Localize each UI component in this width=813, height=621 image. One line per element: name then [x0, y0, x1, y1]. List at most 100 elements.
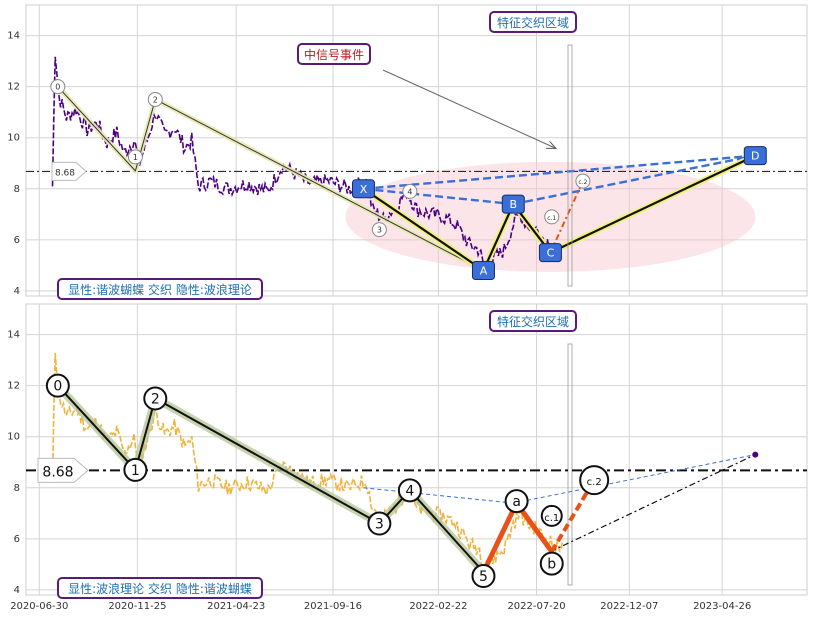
y-tick-label: 14 [7, 31, 20, 42]
harmonic-leg-XA [362, 187, 485, 272]
wave-marker [50, 79, 66, 95]
wave-point-marker [367, 511, 392, 536]
x-tick-label: 2020-11-25 [108, 601, 166, 612]
wave-point-label: 4 [405, 483, 414, 499]
y-tick-label: 10 [7, 432, 20, 443]
wave-point-label: 0 [53, 379, 62, 395]
wave-marker [147, 91, 163, 107]
y-tick-label: 10 [7, 133, 20, 144]
reference-label: 8.68 [55, 168, 75, 178]
wave-point-label: 1 [131, 463, 140, 479]
wave-point-marker [143, 386, 168, 411]
x-tick-label: 2022-12-07 [600, 601, 658, 612]
y-tick-label: 14 [7, 330, 20, 341]
top-title-box-text: 特征交织区域 [497, 15, 569, 30]
wave-point-label: c.1 [544, 513, 559, 524]
wave-marker [371, 222, 387, 238]
harmonic-point-box [538, 243, 562, 263]
harmonic-point-label: B [510, 198, 518, 211]
wave-point-marker [123, 457, 148, 482]
y-tick-label: 12 [7, 381, 20, 392]
wave-marker [575, 173, 591, 189]
wave-marker-label: c.2 [578, 179, 587, 186]
signal-bar [567, 44, 573, 287]
bottom-bottom-box [57, 577, 263, 599]
harmonic-point-label: D [751, 150, 759, 163]
y-tick-label: 12 [7, 82, 20, 93]
wave-point-label: a [512, 494, 521, 510]
y-tick-label: 8 [14, 184, 20, 195]
wave-point-label: c.2 [587, 477, 602, 488]
wave-point-label: 2 [151, 391, 160, 407]
c-projection [549, 180, 584, 254]
bottom-bottom-box-text: 显性:波浪理论 交织 隐性:谐波蝴蝶 [68, 581, 252, 596]
harmonic-point-label: C [547, 247, 555, 260]
harmonic-dashed-BD [513, 154, 756, 206]
bottom-title-box [489, 310, 577, 332]
harmonic-leg-CD [549, 154, 756, 254]
harmonic-point-label: X [360, 183, 368, 196]
wave-point-marker [539, 551, 564, 576]
harmonic-dashed-XB [363, 187, 514, 206]
wave-point-marker [471, 564, 496, 589]
x-tick-label: 2021-04-23 [207, 601, 265, 612]
wave-marker-label: 2 [153, 95, 158, 104]
x-tick-label: 2021-09-16 [304, 601, 362, 612]
x-tick-label: 2022-02-22 [409, 601, 467, 612]
signal-box [297, 43, 371, 65]
harmonic-echo-endpoint [752, 451, 759, 458]
signal-box-text: 中信号事件 [304, 47, 364, 62]
wave-marker [544, 209, 560, 225]
top-title-box [489, 11, 577, 33]
harmonic-point-box [471, 260, 495, 280]
harmonic-point-label: A [480, 264, 488, 277]
reference-tag [51, 161, 87, 181]
harmonic-point-box [501, 194, 525, 214]
harmonic-leg-AB [482, 203, 515, 271]
harmonic-echo [513, 454, 756, 504]
wave-marker [402, 183, 418, 199]
reference-tag-bottom [37, 457, 89, 483]
y-tick-label: 6 [14, 235, 20, 246]
wave-line [57, 86, 156, 172]
corrective-projection [550, 479, 596, 553]
y-tick-label: 4 [14, 286, 20, 297]
wave-point-marker [540, 504, 563, 527]
top-plot-frame [25, 4, 808, 297]
price-series-line [51, 56, 552, 270]
harmonic-dashed-XD [363, 154, 756, 190]
y-tick-label: 8 [14, 483, 20, 494]
wave-point-label: 3 [375, 517, 384, 533]
wave-point-marker [45, 373, 70, 398]
wave-point-marker [397, 478, 422, 503]
wave-marker-label: 1 [133, 153, 138, 162]
reference-label-bottom: 8.68 [42, 464, 73, 480]
x-tick-label: 2023-04-26 [693, 601, 751, 612]
impulse-wave [57, 385, 485, 573]
wave-marker-label: 0 [55, 83, 60, 92]
wave-marker-label: 4 [407, 187, 412, 196]
x-tick-label: 2020-06-30 [10, 601, 68, 612]
y-tick-label: 6 [14, 534, 20, 545]
top-bottom-box [57, 278, 263, 300]
wave-marker-label: c.1 [547, 215, 556, 222]
wave-line [155, 98, 484, 271]
bottom-title-box-text: 特征交织区域 [497, 314, 569, 329]
wave-marker [127, 149, 143, 165]
top-bottom-box-text: 显性:谐波蝴蝶 交织 隐性:波浪理论 [68, 282, 252, 297]
wave-marker-label: 3 [377, 226, 382, 235]
wave-point-marker [504, 489, 529, 514]
harmonic-point-box [743, 146, 767, 166]
x-tick-label: 2022-07-20 [507, 601, 565, 612]
wave-point-marker [579, 465, 610, 496]
wave-point-label: 5 [479, 569, 488, 585]
harmonic-point-box [351, 179, 375, 199]
signal-bar [567, 343, 573, 586]
harmonic-echo-cd [550, 454, 756, 553]
signal-arrow [382, 69, 555, 148]
y-tick-label: 4 [14, 585, 20, 596]
bottom-plot-frame [25, 303, 808, 596]
